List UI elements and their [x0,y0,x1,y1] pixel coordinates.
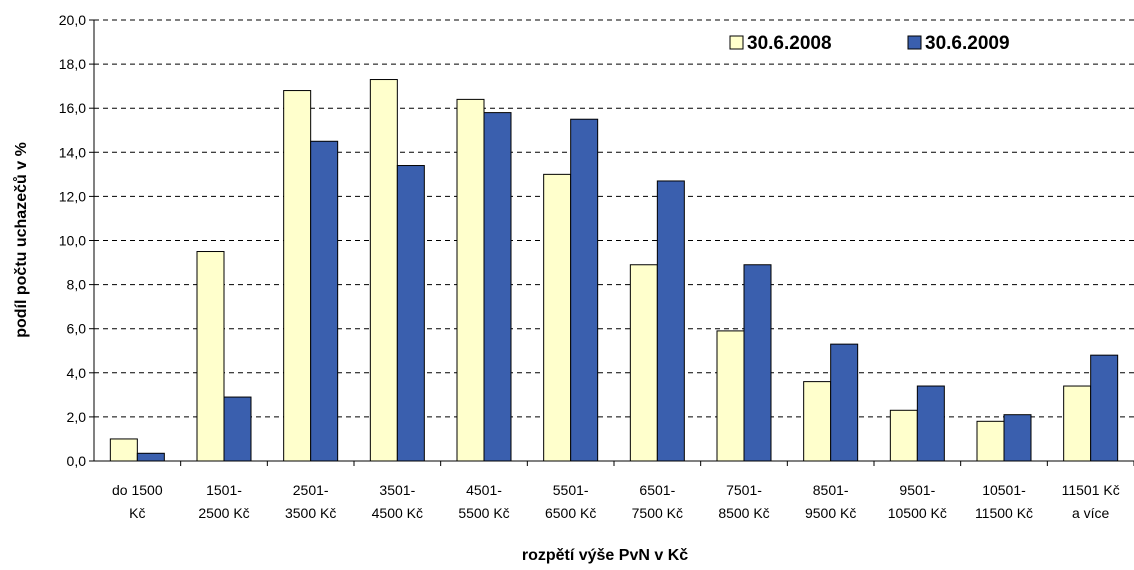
bar-30.6.2008-3 [369,79,398,462]
x-tick-label: Kč [129,505,145,521]
legend-label-1: 30.6.2009 [925,33,1010,54]
x-tick-label: do 1500 [112,482,163,498]
y-tick-labels: 0,0 2,0 4,0 6,0 8,0 10,0 12,0 14,0 16,0 18,0 20,0 [59,12,94,469]
x-tick-label: 6501- [639,482,675,498]
x-tick-label: 11500 Kč [975,505,1033,521]
y-tick-label: 2,0 [67,409,87,425]
bar-30.6.2009-8 [830,343,859,462]
x-tick-label: 1501- [206,482,242,498]
x-tick-label: 8501- [813,482,849,498]
x-tick-label: 4501- [466,482,502,498]
y-tick-label: 6,0 [67,321,87,337]
x-tick-label: 5501- [553,482,589,498]
x-tick-label: 9500 Kč [805,505,856,521]
bar-30.6.2009-9 [916,385,945,462]
gridlines [94,19,1134,418]
x-tick-label: 3500 Kč [285,505,336,521]
bar-30.6.2009-6 [656,180,685,462]
y-tick-label: 0,0 [67,453,87,469]
bar-30.6.2008-10 [976,420,1005,462]
x-axis-title: rozpětí výše PvN v Kč [522,547,688,564]
bar-30.6.2009-3 [396,165,425,462]
x-tick-label: 2500 Kč [198,505,249,521]
y-tick-label: 18,0 [59,56,86,72]
bar-30.6.2009-0 [136,452,165,462]
bar-30.6.2009-7 [743,264,772,462]
x-tick-label: 3501- [379,482,415,498]
x-tick-label: 5500 Kč [458,505,509,521]
y-tick-label: 8,0 [67,277,87,293]
x-tick-label: 9501- [899,482,935,498]
bars [109,79,1119,462]
y-tick-label: 14,0 [59,144,86,160]
bar-30.6.2008-2 [283,90,312,462]
y-axis-title: podíl počtu uchazečů v % [13,142,30,338]
x-tick-label: 8500 Kč [718,505,769,521]
bar-30.6.2009-11 [1090,354,1119,462]
x-tick-label: 10501- [982,482,1026,498]
bar-30.6.2008-7 [716,330,745,462]
bar-30.6.2009-10 [1003,414,1032,462]
bar-30.6.2009-5 [570,118,599,462]
legend-label-0: 30.6.2008 [747,33,832,54]
legend-swatch-0 [729,35,744,50]
x-tick-label: 2501- [293,482,329,498]
x-tick-label: 7501- [726,482,762,498]
x-tick-label: 6500 Kč [545,505,596,521]
y-tick-label: 16,0 [59,100,86,116]
bar-30.6.2009-1 [223,396,252,462]
y-tick-label: 12,0 [59,188,86,204]
bar-30.6.2008-11 [1063,385,1092,462]
x-tick-label: 11501 Kč [1062,482,1120,498]
x-tick-label: 10500 Kč [888,505,947,521]
x-tick-label: 4500 Kč [372,505,423,521]
bar-30.6.2009-4 [483,112,512,462]
bar-30.6.2008-6 [629,264,658,462]
bar-30.6.2008-9 [889,409,918,462]
bar-30.6.2009-2 [310,140,339,462]
bar-30.6.2008-5 [543,173,572,462]
x-tick-label: 7500 Kč [632,505,683,521]
y-tick-label: 4,0 [67,365,87,381]
bar-30.6.2008-4 [456,98,485,462]
y-tick-label: 20,0 [59,12,86,28]
x-tick-labels: do 1500 Kč 1501- 2500 Kč 2501- 3500 Kč 3501- 45… [112,482,1120,521]
legend-swatch-1 [907,35,922,50]
bar-30.6.2008-0 [109,438,138,462]
legend: 30.6.2008 30.6.2009 [729,33,1010,54]
x-tick-label: a více [1072,505,1110,521]
y-tick-label: 10,0 [59,233,86,249]
bar-30.6.2008-8 [803,381,832,462]
bar-30.6.2008-1 [196,251,225,462]
